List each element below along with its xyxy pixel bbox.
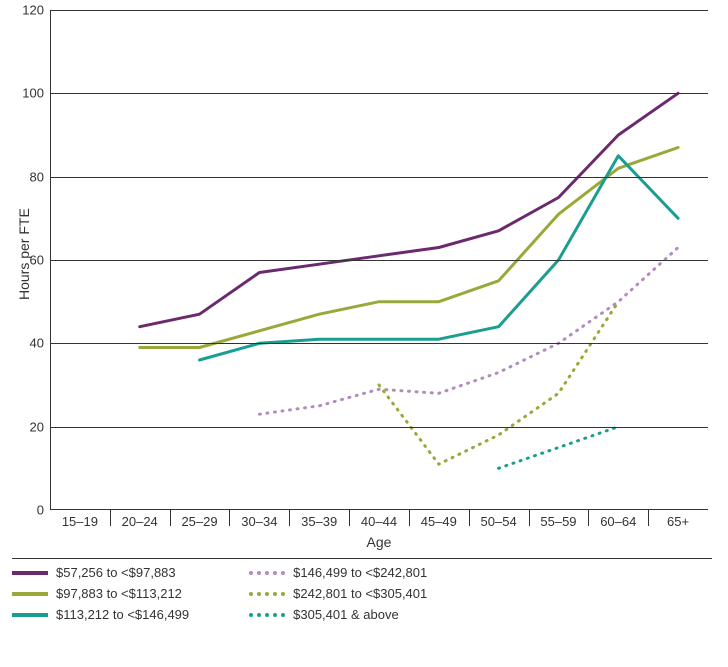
x-tick-label: 25–29 — [181, 514, 217, 529]
x-tick-label: 35–39 — [301, 514, 337, 529]
y-tick-label: 80 — [30, 169, 44, 184]
legend-label: $97,883 to <$113,212 — [56, 586, 182, 601]
legend-label: $242,801 to <$305,401 — [293, 586, 427, 601]
legend-column: $57,256 to <$97,883 $97,883 to <$113,212 $… — [12, 565, 189, 622]
legend-swatch — [12, 571, 48, 575]
hours-per-fte-chart: 02040608010012015–1920–2425–2930–3435–39… — [0, 0, 728, 667]
x-tick-label: 20–24 — [122, 514, 158, 529]
x-tick-label: 60–64 — [600, 514, 636, 529]
x-tick-separator — [289, 510, 290, 526]
legend-label: $113,212 to <$146,499 — [56, 607, 189, 622]
x-tick-label: 40–44 — [361, 514, 397, 529]
y-tick-label: 20 — [30, 419, 44, 434]
legend-swatch — [249, 613, 285, 617]
legend-swatch — [12, 613, 48, 617]
plot-region: 02040608010012015–1920–2425–2930–3435–39… — [50, 10, 708, 510]
y-tick-label: 0 — [37, 503, 44, 518]
x-tick-label: 50–54 — [481, 514, 517, 529]
x-tick-label: 55–59 — [540, 514, 576, 529]
legend: $57,256 to <$97,883 $97,883 to <$113,212 $… — [12, 558, 712, 622]
y-tick-label: 120 — [22, 3, 44, 18]
series-line — [200, 156, 679, 360]
gridline — [50, 177, 708, 178]
legend-label: $146,499 to <$242,801 — [293, 565, 427, 580]
legend-item: $305,401 & above — [249, 607, 427, 622]
x-tick-label: 15–19 — [62, 514, 98, 529]
gridline — [50, 343, 708, 344]
x-tick-separator — [529, 510, 530, 526]
gridline — [50, 260, 708, 261]
legend-item: $146,499 to <$242,801 — [249, 565, 427, 580]
legend-swatch — [12, 592, 48, 596]
y-tick-label: 40 — [30, 336, 44, 351]
x-tick-separator — [170, 510, 171, 526]
legend-label: $57,256 to <$97,883 — [56, 565, 176, 580]
gridline — [50, 427, 708, 428]
legend-swatch — [249, 571, 285, 575]
x-tick-separator — [229, 510, 230, 526]
gridline — [50, 10, 708, 11]
series-line — [259, 248, 678, 415]
legend-item: $97,883 to <$113,212 — [12, 586, 189, 601]
y-tick-label: 100 — [22, 86, 44, 101]
series-line — [499, 427, 619, 469]
gridline — [50, 93, 708, 94]
x-tick-separator — [110, 510, 111, 526]
legend-swatch — [249, 592, 285, 596]
legend-item: $113,212 to <$146,499 — [12, 607, 189, 622]
x-tick-label: 65+ — [667, 514, 689, 529]
x-tick-separator — [349, 510, 350, 526]
x-tick-separator — [469, 510, 470, 526]
x-tick-separator — [648, 510, 649, 526]
legend-item: $57,256 to <$97,883 — [12, 565, 189, 580]
x-axis-title: Age — [367, 534, 392, 550]
legend-item: $242,801 to <$305,401 — [249, 586, 427, 601]
legend-column: $146,499 to <$242,801 $242,801 to <$305,4… — [249, 565, 427, 622]
y-axis-title: Hours per FTE — [16, 208, 32, 300]
series-line — [140, 93, 678, 326]
x-tick-label: 30–34 — [241, 514, 277, 529]
x-tick-separator — [588, 510, 589, 526]
legend-label: $305,401 & above — [293, 607, 399, 622]
x-tick-label: 45–49 — [421, 514, 457, 529]
x-tick-separator — [409, 510, 410, 526]
